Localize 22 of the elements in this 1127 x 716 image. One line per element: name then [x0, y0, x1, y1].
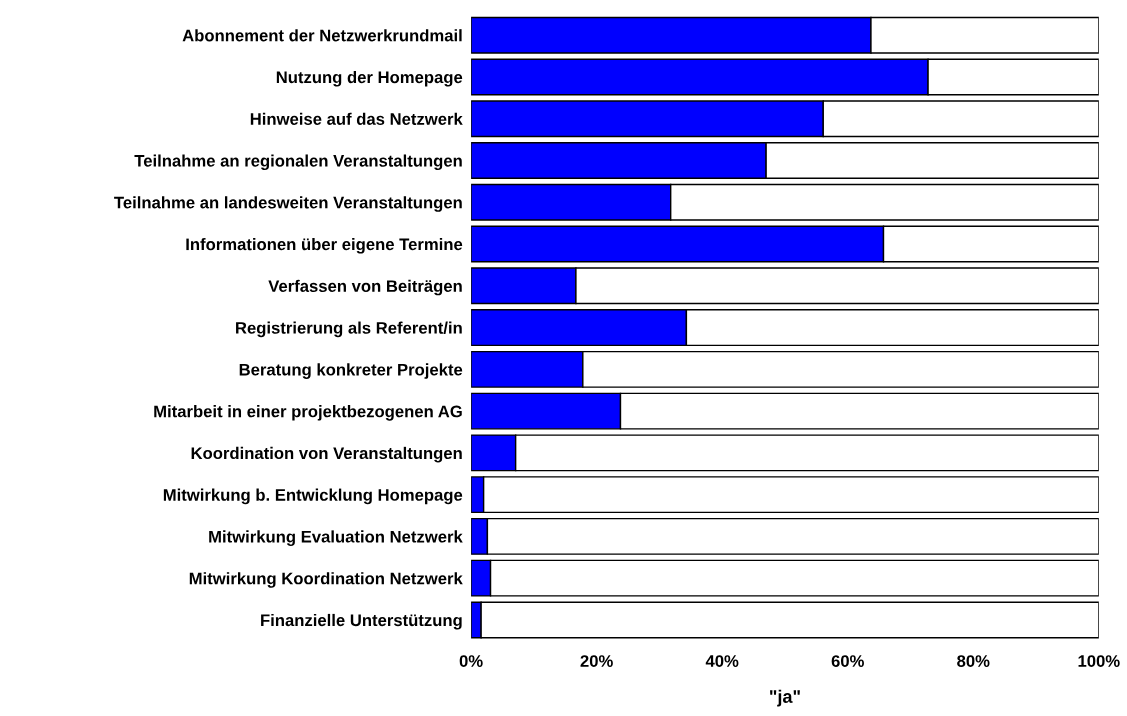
- y-tick-label: Verfassen von Beiträgen: [268, 279, 462, 296]
- y-tick-label: Abonnement der Netzwerkrundmail: [182, 29, 462, 42]
- y-tick-label: Teilnahme an landesweiten Veranstaltungen: [114, 196, 462, 212]
- y-tick-label: Mitwirkung b. Entwicklung Homepage: [163, 488, 463, 505]
- y-tick-label: Nutzung der Homepage: [276, 70, 463, 87]
- y-tick-label: Mitwirkung Koordination Netzwerk: [189, 572, 463, 588]
- y-tick-label: Beratung konkreter Projekte: [239, 363, 463, 379]
- y-tick-label: Hinweise auf das Netzwerk: [250, 112, 463, 125]
- y-tick-label: Registrierung als Referent/in: [236, 321, 462, 338]
- y-tick-label: Teilnahme an regionalen Veranstaltungen: [134, 154, 462, 171]
- y-tick-label: Koordination von Veranstaltungen: [191, 446, 462, 463]
- y-tick-label: Informationen über eigene Termine: [186, 238, 463, 254]
- x-tick-label: 60%: [831, 655, 864, 667]
- y-tick-label: Mitwirkung Evaluation Netzwerk: [209, 530, 463, 546]
- x-tick-label: 20%: [580, 655, 613, 667]
- x-axis-title: "ja": [770, 689, 800, 707]
- x-tick-label: 40%: [705, 655, 739, 667]
- y-tick-label: Mitarbeit in einer projektbezogenen AG: [154, 405, 462, 421]
- x-tick-label: 100%: [1078, 655, 1120, 667]
- y-tick-label: Finanzielle Unterstützung: [261, 613, 462, 630]
- x-tick-label: 80%: [957, 655, 990, 667]
- x-tick-label: 0%: [459, 655, 483, 667]
